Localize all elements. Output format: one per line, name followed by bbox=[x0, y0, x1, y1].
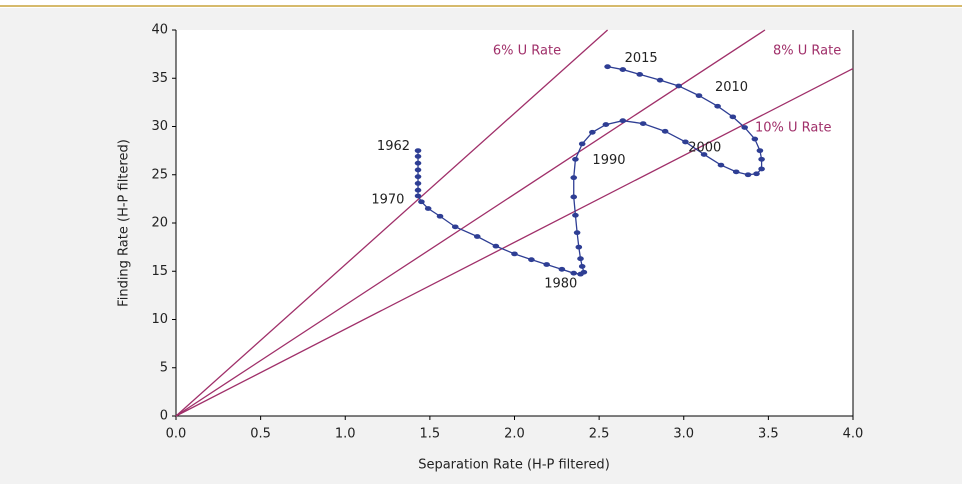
data-point bbox=[543, 262, 550, 267]
data-point bbox=[732, 169, 740, 175]
data-point bbox=[636, 71, 644, 77]
y-tick-label: 15 bbox=[151, 264, 168, 279]
point-label: 2015 bbox=[625, 51, 658, 66]
x-tick-label: 1.0 bbox=[335, 427, 356, 442]
data-point bbox=[580, 269, 588, 275]
reference-line-label: 8% U Rate bbox=[773, 44, 841, 59]
y-tick-label: 20 bbox=[151, 216, 168, 231]
point-label: 1990 bbox=[592, 153, 625, 168]
data-point bbox=[604, 64, 611, 70]
data-point bbox=[570, 270, 578, 276]
reference-line bbox=[175, 29, 609, 417]
data-point bbox=[573, 230, 581, 236]
point-label: 2000 bbox=[688, 140, 721, 155]
point-label: 2010 bbox=[715, 80, 748, 95]
y-tick-label: 0 bbox=[160, 409, 168, 424]
data-point bbox=[717, 162, 725, 168]
x-tick-label: 1.5 bbox=[420, 427, 441, 442]
data-point bbox=[492, 243, 500, 249]
top-margin bbox=[0, 0, 962, 8]
data-point bbox=[418, 199, 425, 205]
data-point bbox=[414, 187, 422, 193]
data-point bbox=[589, 129, 596, 135]
data-point bbox=[619, 67, 627, 72]
point-label: 1970 bbox=[371, 192, 404, 207]
data-point bbox=[695, 93, 703, 99]
data-point bbox=[751, 136, 759, 142]
x-tick-label: 0.0 bbox=[166, 427, 187, 442]
data-point bbox=[473, 234, 481, 239]
y-axis-label: Finding Rate (H-P filtered) bbox=[117, 139, 132, 307]
data-point bbox=[675, 83, 682, 89]
x-tick-label: 3.5 bbox=[758, 427, 779, 442]
data-point bbox=[511, 251, 518, 257]
x-tick-label: 2.5 bbox=[589, 427, 610, 442]
plot-area bbox=[176, 30, 853, 416]
data-point bbox=[577, 256, 584, 262]
data-point bbox=[758, 156, 765, 162]
y-tick-label: 10 bbox=[151, 312, 168, 327]
data-point bbox=[414, 174, 422, 180]
data-point bbox=[661, 128, 669, 134]
data-point bbox=[602, 122, 610, 127]
reference-line-label: 10% U Rate bbox=[755, 121, 831, 136]
reference-line-label: 6% U Rate bbox=[493, 44, 561, 59]
data-point bbox=[436, 213, 444, 219]
data-point bbox=[572, 156, 579, 162]
data-point bbox=[572, 212, 579, 218]
data-point bbox=[729, 114, 737, 120]
data-point bbox=[682, 139, 689, 145]
data-point bbox=[756, 148, 764, 154]
reference-line bbox=[175, 29, 766, 417]
point-label: 1962 bbox=[377, 139, 410, 154]
data-point bbox=[414, 193, 422, 199]
data-point bbox=[744, 172, 752, 178]
data-point bbox=[619, 118, 627, 124]
x-tick-label: 0.5 bbox=[250, 427, 271, 442]
data-point bbox=[528, 257, 535, 263]
data-point bbox=[578, 141, 586, 147]
data-point bbox=[758, 166, 765, 172]
data-point bbox=[741, 125, 748, 130]
data-point bbox=[414, 167, 422, 173]
x-axis-label: Separation Rate (H-P filtered) bbox=[418, 458, 610, 473]
data-point bbox=[753, 171, 760, 177]
y-tick-label: 40 bbox=[151, 23, 168, 38]
data-point bbox=[570, 194, 578, 200]
data-point bbox=[414, 181, 422, 186]
data-point bbox=[700, 152, 708, 157]
data-point bbox=[639, 121, 647, 127]
data-point bbox=[451, 224, 459, 230]
data-point bbox=[570, 175, 578, 181]
data-point bbox=[714, 103, 721, 109]
x-tick-label: 3.0 bbox=[673, 427, 694, 442]
y-tick-label: 30 bbox=[151, 119, 168, 134]
y-tick-label: 35 bbox=[151, 71, 168, 86]
data-point bbox=[558, 266, 566, 272]
x-tick-label: 4.0 bbox=[843, 427, 864, 442]
data-point bbox=[656, 77, 664, 83]
data-point bbox=[424, 206, 432, 211]
point-label: 1980 bbox=[544, 277, 577, 292]
y-tick-label: 5 bbox=[160, 360, 168, 375]
data-point bbox=[414, 160, 422, 166]
data-point bbox=[414, 154, 422, 159]
data-point bbox=[575, 244, 583, 250]
x-tick-label: 2.0 bbox=[504, 427, 525, 442]
data-point bbox=[414, 148, 422, 154]
reference-line bbox=[175, 68, 854, 417]
data-point bbox=[578, 264, 586, 269]
y-tick-label: 25 bbox=[151, 167, 168, 182]
